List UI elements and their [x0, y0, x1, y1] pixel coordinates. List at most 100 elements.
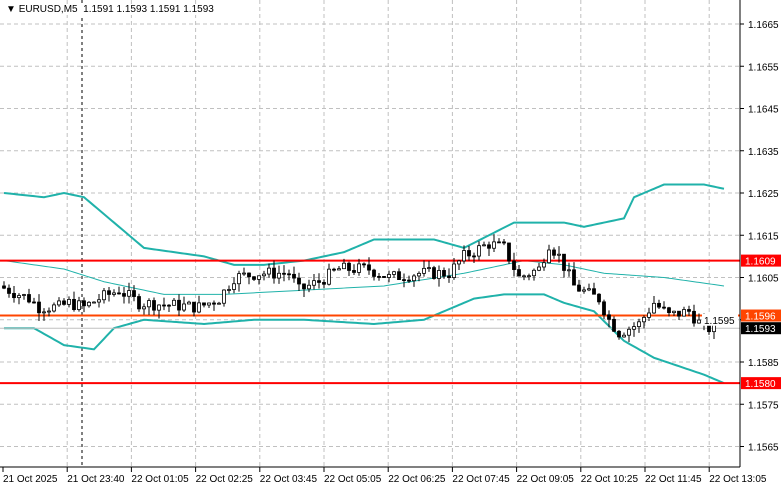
chart-title: ▼ EURUSD,M5 1.1591 1.1593 1.1591 1.1593 — [6, 4, 217, 15]
candle-body — [477, 245, 481, 257]
candle-body — [487, 244, 491, 249]
candle-body — [577, 284, 581, 292]
candle-body — [602, 301, 606, 316]
candle — [542, 258, 546, 271]
candle — [472, 252, 476, 264]
candle — [392, 270, 396, 278]
candle-body — [2, 285, 6, 289]
candle-body — [92, 301, 96, 304]
candle-body — [392, 271, 396, 275]
candle — [327, 263, 331, 286]
candle — [612, 316, 616, 332]
candle — [52, 302, 56, 313]
candle-body — [462, 250, 466, 262]
candle — [517, 265, 521, 277]
candle-body — [482, 244, 486, 247]
candle-body — [587, 288, 591, 291]
candle — [442, 267, 446, 279]
candle-body — [177, 299, 181, 311]
candle — [132, 285, 136, 302]
x-tick-label: 22 Oct 02:25 — [196, 474, 254, 485]
candle — [347, 261, 351, 277]
candle — [62, 298, 66, 306]
candle — [607, 310, 611, 328]
candle-body — [167, 304, 171, 307]
level-label-bg — [741, 309, 781, 322]
candle — [227, 285, 231, 294]
candle-body — [472, 255, 476, 258]
candle — [662, 301, 666, 310]
candle — [467, 245, 471, 261]
candle-body — [527, 275, 531, 278]
candle-body — [127, 290, 131, 297]
candle — [202, 302, 206, 308]
candle — [272, 260, 276, 284]
candle — [282, 265, 286, 282]
candle-body — [402, 279, 406, 281]
candle — [307, 279, 311, 293]
candle — [377, 273, 381, 281]
candle-body — [517, 269, 521, 277]
candle-body — [297, 277, 301, 285]
candle-body — [102, 290, 106, 301]
candle-body — [112, 292, 116, 295]
candle — [297, 272, 301, 291]
bollinger-upper-line — [3, 183, 725, 266]
candle — [637, 318, 641, 333]
candle — [322, 279, 326, 289]
candle-body — [187, 301, 191, 305]
symbol-label: EURUSD,M5 — [18, 4, 78, 15]
candle — [22, 293, 26, 300]
candle-body — [562, 253, 566, 271]
candle — [457, 259, 461, 270]
candle-body — [57, 300, 61, 306]
level-label: 1.1596 — [745, 312, 776, 323]
candle — [177, 294, 181, 316]
candle — [87, 301, 91, 308]
candle — [687, 305, 691, 316]
candle — [137, 293, 141, 312]
candle — [677, 310, 681, 320]
candle — [402, 273, 406, 288]
candle-body — [197, 302, 201, 313]
candle-body — [662, 306, 666, 309]
candle-body — [637, 321, 641, 327]
x-tick-label: 22 Oct 05:05 — [324, 474, 382, 485]
candle — [462, 245, 466, 264]
candle-body — [117, 292, 121, 295]
candle-body — [12, 293, 16, 299]
bollinger-middle-line — [3, 260, 725, 295]
candle-body — [302, 283, 306, 290]
bid-label: 1.1593 — [745, 324, 776, 335]
candle-body — [152, 300, 156, 311]
candle-body — [502, 241, 506, 244]
candle-body — [377, 276, 381, 278]
candle-body — [52, 304, 56, 312]
candle — [337, 266, 341, 271]
candle-body — [382, 276, 386, 278]
candle — [582, 286, 586, 294]
candle-body — [612, 318, 616, 332]
candle-body — [312, 280, 316, 286]
candle — [362, 262, 366, 268]
candle-body — [427, 267, 431, 270]
candle — [262, 270, 266, 281]
candle-body — [597, 293, 601, 303]
candle-body — [347, 262, 351, 271]
candle-body — [627, 328, 631, 336]
x-tick-label: 22 Oct 01:05 — [131, 474, 189, 485]
y-tick-label: 1.1595 — [704, 316, 735, 327]
candle — [332, 267, 336, 272]
candle — [697, 313, 701, 324]
candle-body — [437, 270, 441, 279]
candle-body — [212, 302, 216, 305]
candle — [567, 262, 571, 277]
candle-body — [172, 299, 176, 306]
candle — [562, 253, 566, 278]
collapse-triangle-icon[interactable]: ▼ — [6, 4, 16, 15]
candle-body — [337, 268, 341, 271]
candle — [537, 262, 541, 272]
candle — [287, 269, 291, 281]
